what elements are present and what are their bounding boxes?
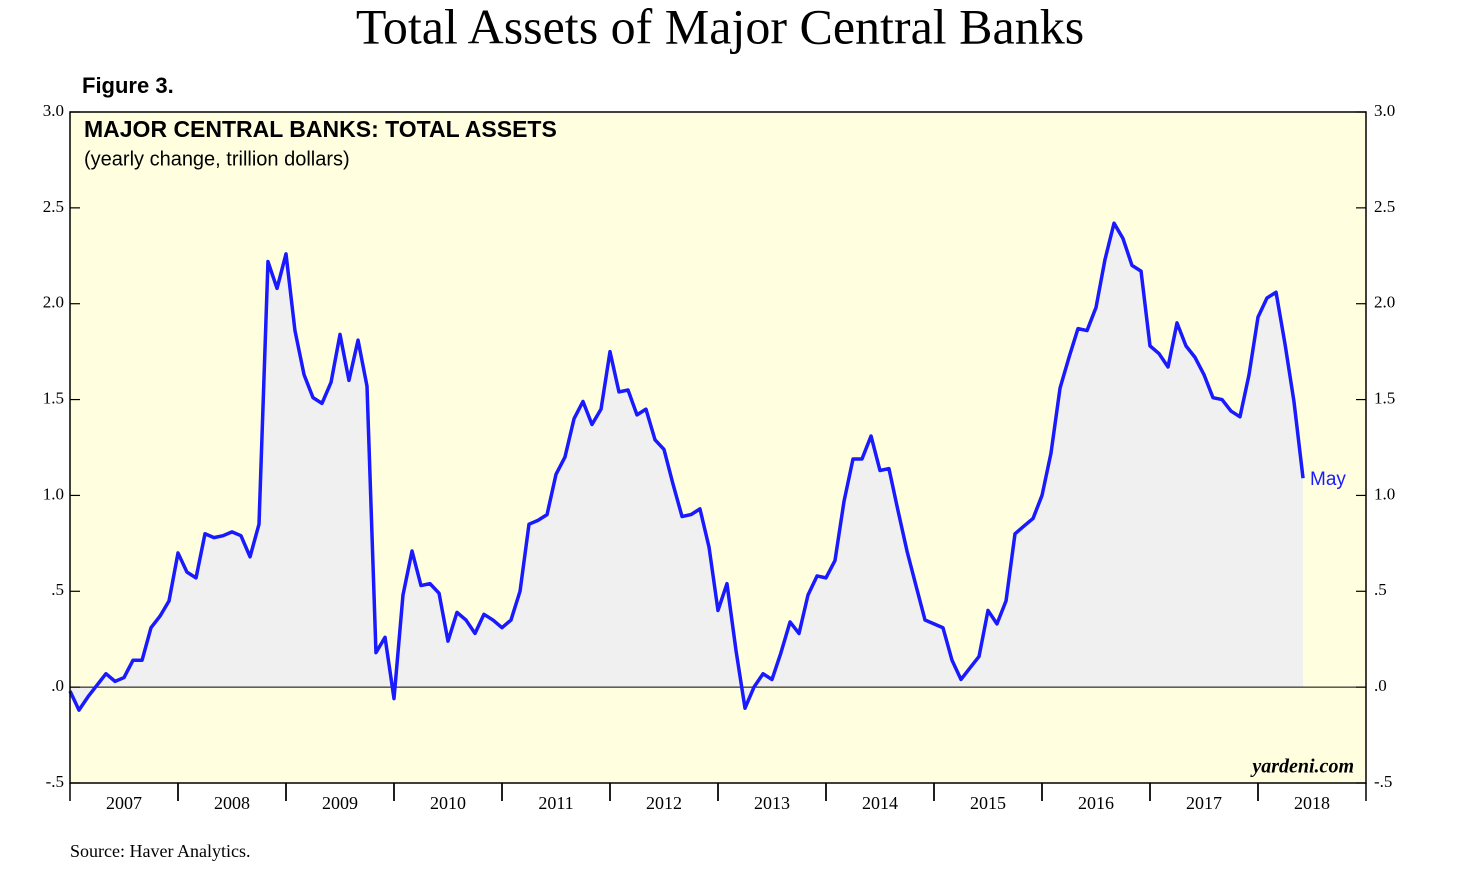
x-tick-label: 2009 (322, 793, 358, 813)
x-tick-label: 2013 (754, 793, 790, 813)
y-tick-label: 2.0 (43, 293, 64, 312)
y-tick-label: 1.0 (43, 484, 64, 503)
y2-tick-label: 2.0 (1374, 293, 1395, 312)
y2-tick-label: 1.0 (1374, 484, 1395, 503)
x-tick-label: 2018 (1294, 793, 1330, 813)
y2-tick-label: .5 (1374, 580, 1387, 599)
x-tick-label: 2017 (1186, 793, 1222, 813)
chart-title: Total Assets of Major Central Banks (356, 0, 1084, 54)
y2-tick-label: .0 (1374, 676, 1387, 695)
y2-tick-label: 3.0 (1374, 101, 1395, 120)
y-tick-label: 1.5 (43, 388, 64, 407)
watermark: yardeni.com (1250, 756, 1354, 778)
x-tick-label: 2008 (214, 793, 250, 813)
y-tick-label: .0 (51, 676, 64, 695)
y2-tick-label: 1.5 (1374, 388, 1395, 407)
x-tick-label: 2011 (538, 793, 573, 813)
area (70, 223, 1304, 711)
panel-title: MAJOR CENTRAL BANKS: TOTAL ASSETS (84, 116, 557, 142)
y-tick-label: 2.5 (43, 197, 64, 216)
y-tick-label: .5 (51, 580, 64, 599)
subtitle: (yearly change, trillion dollars) (84, 148, 350, 170)
x-tick-label: 2010 (430, 793, 466, 813)
x-tick-label: 2016 (1078, 793, 1114, 813)
x-tick-label: 2012 (646, 793, 682, 813)
x-tick-label: 2007 (106, 793, 142, 813)
end-label: May (1310, 469, 1346, 490)
x-tick-label: 2014 (862, 793, 898, 813)
y2-tick-label: 2.5 (1374, 197, 1395, 216)
source: Source: Haver Analytics. (70, 841, 250, 861)
y2-tick-label: -.5 (1374, 772, 1392, 791)
y-tick-label: 3.0 (43, 101, 64, 120)
line (68, 221, 1305, 712)
y-tick-label: -.5 (46, 772, 64, 791)
x-tick-label: 2015 (970, 793, 1006, 813)
figure-label: Figure 3. (82, 73, 174, 98)
